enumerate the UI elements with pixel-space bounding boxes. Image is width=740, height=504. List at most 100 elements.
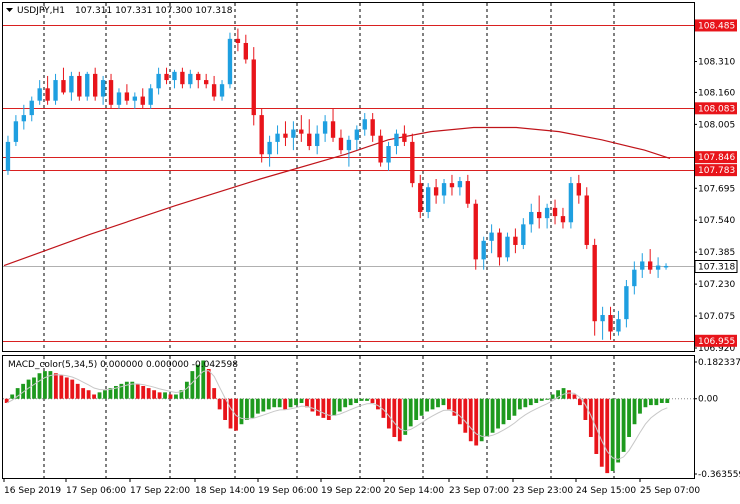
macd-bar[interactable] [648,398,653,406]
macd-bar[interactable] [277,398,282,408]
candle[interactable] [172,69,177,89]
macd-bar[interactable] [638,398,642,414]
macd-bar[interactable] [108,388,113,399]
candle[interactable] [441,179,447,204]
macd-bar[interactable] [124,381,129,399]
time-tick-label[interactable]: 18 Sep 14:00 [195,486,255,496]
candle[interactable] [449,174,455,196]
macd-bar[interactable] [201,360,206,399]
time-tick-label[interactable]: 24 Sep 15:00 [576,486,636,496]
macd-bar[interactable] [266,398,271,410]
candle[interactable] [536,195,542,229]
macd-bar[interactable] [545,398,550,400]
macd-bar[interactable] [59,375,64,399]
candle[interactable] [196,71,201,89]
candle[interactable] [521,218,526,250]
macd-bar[interactable] [381,398,386,418]
candle[interactable] [164,67,169,85]
macd-bar[interactable] [621,398,626,452]
macd-bar[interactable] [92,394,96,399]
macd-bar[interactable] [315,398,320,416]
candle[interactable] [188,69,193,89]
candle[interactable] [338,129,344,155]
macd-bar[interactable] [250,398,255,418]
candle[interactable] [544,203,550,229]
candle[interactable] [655,257,661,278]
macd-bar[interactable] [239,398,244,425]
macd-bar[interactable] [43,371,47,399]
macd-bar[interactable] [479,398,484,442]
level-tag[interactable] [695,151,737,164]
time-tick-label[interactable]: 23 Sep 23:00 [513,486,573,496]
candle[interactable] [132,92,138,109]
candle[interactable] [402,125,407,147]
candle[interactable] [616,310,621,336]
time-tick-label[interactable]: 19 Sep 22:00 [321,486,381,496]
candle[interactable] [148,84,153,109]
macd-bar[interactable] [578,398,582,406]
candle[interactable] [322,115,328,142]
candle[interactable] [29,96,34,122]
macd-bar[interactable] [599,398,604,467]
candle[interactable] [219,80,225,101]
candle[interactable] [624,279,629,328]
macd-bar[interactable] [490,398,495,433]
candle[interactable] [61,67,66,95]
macd-bar[interactable] [392,398,397,437]
macd-bar[interactable] [583,398,588,420]
time-tick-label[interactable]: 17 Sep 06:00 [66,486,126,496]
candle[interactable] [473,199,478,270]
macd-bar[interactable] [15,388,20,399]
macd-bar[interactable] [53,373,58,399]
macd-bar[interactable] [48,371,53,399]
macd-bar[interactable] [299,398,304,403]
macd-bar[interactable] [152,390,157,399]
macd-bar[interactable] [659,398,664,403]
candle[interactable] [465,174,471,208]
candle[interactable] [116,88,122,109]
macd-bar[interactable] [414,398,419,420]
macd-bar[interactable] [517,398,522,410]
candle[interactable] [640,253,645,278]
candle[interactable] [307,119,312,151]
candle[interactable] [53,73,58,105]
macd-bar[interactable] [376,398,380,410]
symbol-dropdown-icon[interactable] [6,8,13,12]
candle[interactable] [433,179,439,204]
macd-bar[interactable] [305,398,309,408]
candle[interactable] [632,261,637,295]
time-tick-label[interactable]: 19 Sep 06:00 [258,486,318,496]
macd-bar[interactable] [572,394,577,399]
candle[interactable] [227,32,233,89]
candle[interactable] [576,174,582,204]
macd-bar[interactable] [561,388,566,399]
macd-bar[interactable] [261,398,266,412]
candle[interactable] [92,67,98,101]
candle[interactable] [552,199,558,225]
candle[interactable] [108,73,114,109]
macd-bar[interactable] [567,390,571,399]
macd-bar[interactable] [365,398,369,401]
macd-bar[interactable] [588,398,593,437]
macd-bar[interactable] [228,398,233,429]
macd-bar[interactable] [501,398,506,425]
macd-bar[interactable] [463,398,468,433]
candle[interactable] [243,34,249,64]
macd-bar[interactable] [539,398,544,401]
candle[interactable] [85,71,90,101]
candle[interactable] [124,84,130,105]
candle[interactable] [211,75,217,101]
candle[interactable] [275,125,280,155]
macd-bar[interactable] [512,398,517,416]
candle[interactable] [560,207,566,229]
macd-bar[interactable] [468,398,473,442]
candle[interactable] [592,238,597,336]
current-price-tag[interactable] [694,260,738,273]
candle[interactable] [203,73,209,89]
candle[interactable] [251,47,256,126]
macd-bar[interactable] [272,398,277,408]
macd-bar[interactable] [452,398,457,416]
macd-bar[interactable] [97,392,102,399]
time-axis[interactable]: 16 Sep 2019 17 Sep 06:00 17 Sep 22:00 18 Se… [3,478,700,496]
